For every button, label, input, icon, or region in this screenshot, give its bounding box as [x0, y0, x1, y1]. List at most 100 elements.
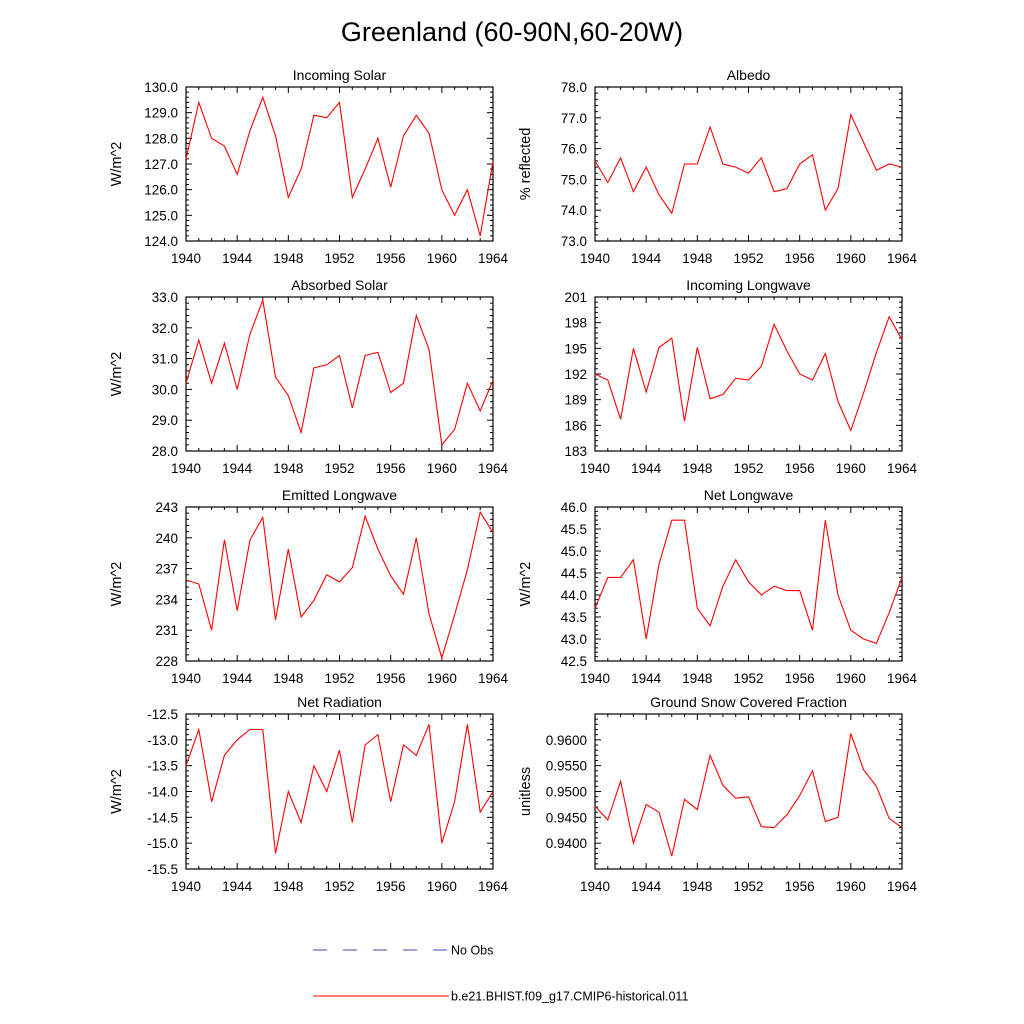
- y-tick-label: 124.0: [144, 234, 178, 249]
- y-tick-label: 77.0: [561, 111, 587, 126]
- y-axis-label: W/m^2: [109, 352, 125, 397]
- panel-title: Incoming Longwave: [686, 277, 811, 293]
- x-tick-label: 1964: [887, 251, 918, 266]
- x-tick-label: 1948: [273, 879, 303, 894]
- x-tick-label: 1940: [171, 671, 201, 686]
- x-tick-label: 1960: [836, 251, 866, 266]
- panel-2: Albedo % reflected 1940 1944 1948 1952 1956 196…: [518, 67, 918, 266]
- x-tick-label: 1940: [171, 461, 201, 476]
- panel-3: Absorbed Solar W/m^2 1940 1944 1948 1952 1956 1…: [109, 277, 509, 476]
- y-tick-label: 78.0: [561, 80, 587, 95]
- y-tick-label: 75.0: [561, 172, 587, 187]
- x-tick-label: 1952: [324, 671, 354, 686]
- panel-title: Albedo: [727, 67, 771, 83]
- y-tick-label: -13.0: [147, 733, 178, 748]
- x-tick-label: 1940: [580, 671, 610, 686]
- x-tick-label: 1948: [273, 251, 303, 266]
- series-line: [594, 315, 903, 433]
- y-tick-label: 243: [155, 500, 178, 515]
- panel-title: Ground Snow Covered Fraction: [650, 694, 847, 710]
- y-tick-label: 201: [564, 290, 587, 305]
- plot-frame: [185, 296, 494, 452]
- y-tick-label: 74.0: [561, 203, 587, 218]
- panel-7: Net Radiation W/m^2 1940 1944 1948 1952 1956 19…: [109, 694, 509, 894]
- legend: No Obs b.e21.BHIST.f09_g17.CMIP6-historic…: [313, 944, 688, 1004]
- legend-label: b.e21.BHIST.f09_g17.CMIP6-historical.011: [451, 990, 688, 1004]
- y-tick-label: -14.0: [147, 785, 178, 800]
- y-tick-label: -12.5: [147, 707, 178, 722]
- x-tick-label: 1956: [376, 879, 406, 894]
- y-tick-label: 43.5: [561, 610, 587, 625]
- x-tick-label: 1960: [427, 879, 457, 894]
- y-tick-label: 183: [564, 444, 587, 459]
- y-axis-label: W/m^2: [109, 142, 125, 187]
- x-tick-label: 1952: [733, 251, 763, 266]
- y-axis-label: W/m^2: [518, 562, 534, 607]
- y-tick-label: 125.0: [144, 208, 178, 223]
- plot-frame: [185, 713, 494, 870]
- y-tick-label: -15.5: [147, 862, 178, 877]
- panel-1: Incoming Solar W/m^2 1940 1944 1948 1952 1956 1…: [109, 67, 509, 266]
- x-tick-label: 1952: [733, 879, 763, 894]
- y-tick-label: 198: [564, 316, 587, 331]
- x-tick-label: 1960: [836, 879, 866, 894]
- y-tick-label: -14.5: [147, 810, 178, 825]
- x-tick-label: 1948: [273, 671, 303, 686]
- series-line: [594, 519, 903, 645]
- y-tick-label: 0.9450: [546, 810, 587, 825]
- y-tick-label: 126.0: [144, 183, 178, 198]
- y-tick-label: 73.0: [561, 234, 587, 249]
- y-tick-label: 0.9600: [546, 733, 587, 748]
- y-axis-label: % reflected: [518, 128, 534, 201]
- plot-frame: [594, 713, 903, 870]
- x-tick-label: 1944: [631, 671, 662, 686]
- series-line: [185, 95, 494, 237]
- y-tick-label: 0.9550: [546, 759, 587, 774]
- plot-frame: [594, 86, 903, 242]
- x-tick-label: 1940: [171, 251, 201, 266]
- x-tick-label: 1948: [682, 461, 712, 476]
- panel-title: Emitted Longwave: [282, 487, 397, 503]
- y-tick-label: 0.9400: [546, 836, 587, 851]
- y-tick-label: 31.0: [152, 352, 178, 367]
- x-tick-label: 1964: [478, 251, 509, 266]
- y-tick-label: 44.5: [561, 566, 587, 581]
- x-tick-label: 1964: [887, 461, 918, 476]
- y-tick-label: 46.0: [561, 500, 587, 515]
- panel-5: Emitted Longwave W/m^2 1940 1944 1948 1952 195…: [109, 487, 509, 686]
- x-tick-label: 1948: [682, 879, 712, 894]
- panel-title: Net Radiation: [297, 694, 382, 710]
- panel-4: Incoming Longwave 1940 1944 1948 1952 1956 196…: [564, 277, 917, 476]
- x-tick-label: 1960: [427, 251, 457, 266]
- y-tick-label: 0.9500: [546, 785, 587, 800]
- series-line: [594, 112, 903, 215]
- x-tick-label: 1944: [631, 251, 662, 266]
- y-tick-label: 45.5: [561, 522, 587, 537]
- x-tick-label: 1944: [222, 671, 253, 686]
- y-tick-label: 30.0: [152, 382, 178, 397]
- x-tick-label: 1964: [887, 879, 918, 894]
- x-tick-label: 1956: [376, 671, 406, 686]
- y-tick-label: 76.0: [561, 142, 587, 157]
- x-tick-label: 1960: [427, 461, 457, 476]
- y-tick-label: 129.0: [144, 106, 178, 121]
- series-line: [185, 510, 494, 660]
- y-tick-label: -13.5: [147, 759, 178, 774]
- y-tick-label: 192: [564, 367, 587, 382]
- panel-6: Net Longwave W/m^2 1940 1944 1948 1952 1956 196…: [518, 487, 918, 686]
- x-tick-label: 1944: [222, 251, 253, 266]
- y-tick-label: 127.0: [144, 157, 178, 172]
- x-tick-label: 1940: [171, 879, 201, 894]
- y-tick-label: 45.0: [561, 544, 587, 559]
- x-tick-label: 1948: [682, 251, 712, 266]
- x-tick-label: 1948: [273, 461, 303, 476]
- x-tick-label: 1948: [682, 671, 712, 686]
- panels: Incoming Solar W/m^2 1940 1944 1948 1952 1956 1…: [109, 67, 918, 894]
- y-tick-label: 42.5: [561, 654, 587, 669]
- y-tick-label: 32.0: [152, 321, 178, 336]
- x-tick-label: 1960: [427, 671, 457, 686]
- y-axis-label: unitless: [518, 767, 534, 816]
- x-tick-label: 1940: [580, 251, 610, 266]
- y-tick-label: 43.0: [561, 632, 587, 647]
